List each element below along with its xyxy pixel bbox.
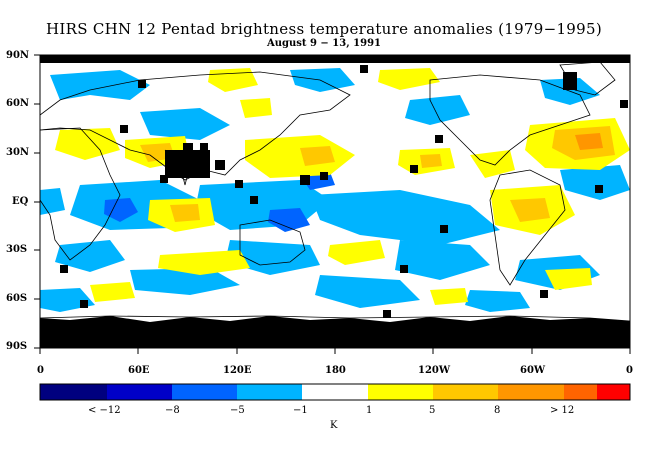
lon-label-120w: 120W — [418, 365, 451, 376]
colorbar — [39, 383, 631, 401]
colorbar-label-1: 1 — [366, 405, 373, 416]
warm-anomaly-strong — [575, 133, 603, 150]
missing-data-north — [40, 55, 630, 63]
colorbar-swatch-8 — [564, 384, 597, 400]
lon-label-120e: 120E — [223, 365, 252, 376]
lon-label-0: 0 — [37, 365, 44, 376]
colorbar-frame — [39, 383, 631, 401]
lat-label-eq: EQ — [12, 196, 29, 207]
lat-label-90s: 90S — [6, 341, 28, 352]
colorbar-label-minus8: −8 — [165, 405, 180, 416]
lon-label-180: 180 — [325, 365, 346, 376]
lat-ticks — [34, 54, 40, 349]
colorbar-label-lt-12: < −12 — [88, 405, 121, 416]
colorbar-swatch-5 — [368, 384, 433, 400]
colorbar-swatch-3 — [237, 384, 302, 400]
lat-label-30n: 30N — [6, 147, 30, 158]
colorbar-unit: K — [330, 420, 338, 431]
lon-label-60e: 60E — [128, 365, 150, 376]
lon-ticks — [39, 348, 631, 354]
missing-data-south — [40, 316, 630, 348]
colorbar-label-minus1: −1 — [293, 405, 308, 416]
colorbar-swatch-2 — [172, 384, 237, 400]
cold-anomaly-light — [40, 68, 630, 312]
map-subtitle: August 9 − 13, 1991 — [266, 38, 382, 49]
lat-label-90n: 90N — [6, 50, 30, 61]
colorbar-label-5: 5 — [429, 405, 436, 416]
lat-label-60n: 60N — [6, 98, 30, 109]
coastlines — [40, 61, 630, 322]
colorbar-swatch-4 — [302, 384, 368, 400]
map-title: HIRS CHN 12 Pentad brightness temperatur… — [46, 20, 602, 38]
lat-label-30s: 30S — [6, 244, 28, 255]
lon-label-60w: 60W — [520, 365, 546, 376]
colorbar-swatch-0 — [40, 384, 107, 400]
colorbar-swatch-1 — [107, 384, 172, 400]
lon-label-0-end: 0 — [626, 365, 633, 376]
colorbar-label-minus5: −5 — [230, 405, 245, 416]
colorbar-swatch-9 — [597, 384, 630, 400]
lat-label-60s: 60S — [6, 293, 28, 304]
colorbar-swatch-7 — [498, 384, 564, 400]
missing-data-blocks — [60, 65, 628, 318]
colorbar-label-gt-12: > 12 — [550, 405, 575, 416]
colorbar-label-8: 8 — [494, 405, 501, 416]
colorbar-swatch-6 — [433, 384, 498, 400]
